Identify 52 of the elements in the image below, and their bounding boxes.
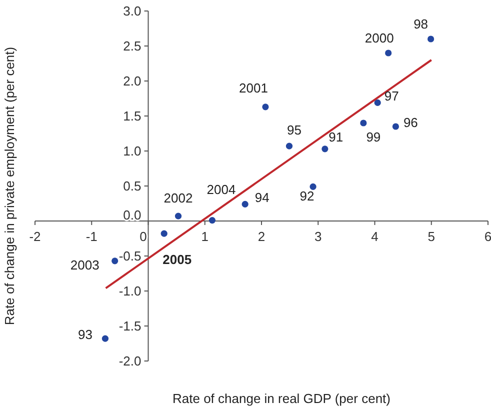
y-tick-label: 2.5	[123, 38, 142, 54]
point	[360, 120, 367, 126]
annotation: 94	[254, 190, 270, 205]
point	[428, 36, 434, 42]
y-axis-title: Rate of change in private employment (per cent)	[2, 46, 17, 326]
annotation: 2004	[206, 182, 236, 197]
point	[102, 335, 109, 342]
annotation: 95	[287, 122, 302, 138]
annotation: 91	[328, 129, 344, 144]
annotation: 2000	[364, 30, 394, 46]
annotation: 2001	[239, 80, 268, 96]
annotation: 2003	[70, 257, 100, 272]
y-tick-label: 0.0	[123, 208, 142, 223]
annotation: 92	[300, 188, 314, 204]
point	[262, 104, 269, 110]
point	[160, 230, 168, 237]
y-tick-label: 2.0	[123, 74, 142, 89]
point	[310, 183, 316, 190]
x-tick-label: 6	[484, 229, 491, 244]
x-tick-label: 2	[258, 229, 266, 244]
x-tick-label: 3	[314, 229, 322, 244]
annotation: 97	[384, 88, 399, 104]
point	[286, 142, 293, 150]
annotation: 98	[414, 16, 428, 32]
y-tick-label: -1.5	[118, 318, 142, 334]
point	[174, 212, 182, 220]
annotation: 2005	[162, 252, 192, 268]
y-tick-label: -2.0	[118, 354, 142, 369]
x-tick-label: 5	[428, 229, 435, 244]
point	[208, 217, 216, 224]
y-tick-label: -0.5	[118, 248, 142, 264]
x-tick-label: 4	[371, 229, 378, 244]
point	[374, 99, 381, 106]
point	[385, 50, 392, 56]
annotation: 99	[366, 130, 381, 145]
point	[392, 123, 399, 130]
x-tick-label: -1	[86, 229, 98, 244]
point	[242, 200, 248, 208]
y-tick-label: -1.0	[118, 284, 142, 299]
y-tick-label: 3.0	[123, 4, 142, 19]
annotation: 93	[78, 327, 92, 342]
point	[112, 258, 118, 264]
annotation: 2002	[164, 190, 193, 206]
point	[322, 146, 328, 152]
x-axis-title: Rate of change in real GDP (per cent)	[172, 391, 390, 406]
x-tick-label: 0	[140, 229, 147, 244]
annotation: 96	[403, 115, 418, 130]
y-tick-label: 1.0	[123, 144, 142, 159]
x-tick-label: -2	[29, 229, 41, 244]
y-tick-label: 0.5	[123, 178, 142, 194]
y-tick-label: 1.5	[123, 108, 142, 124]
x-tick-label: 1	[201, 229, 208, 244]
